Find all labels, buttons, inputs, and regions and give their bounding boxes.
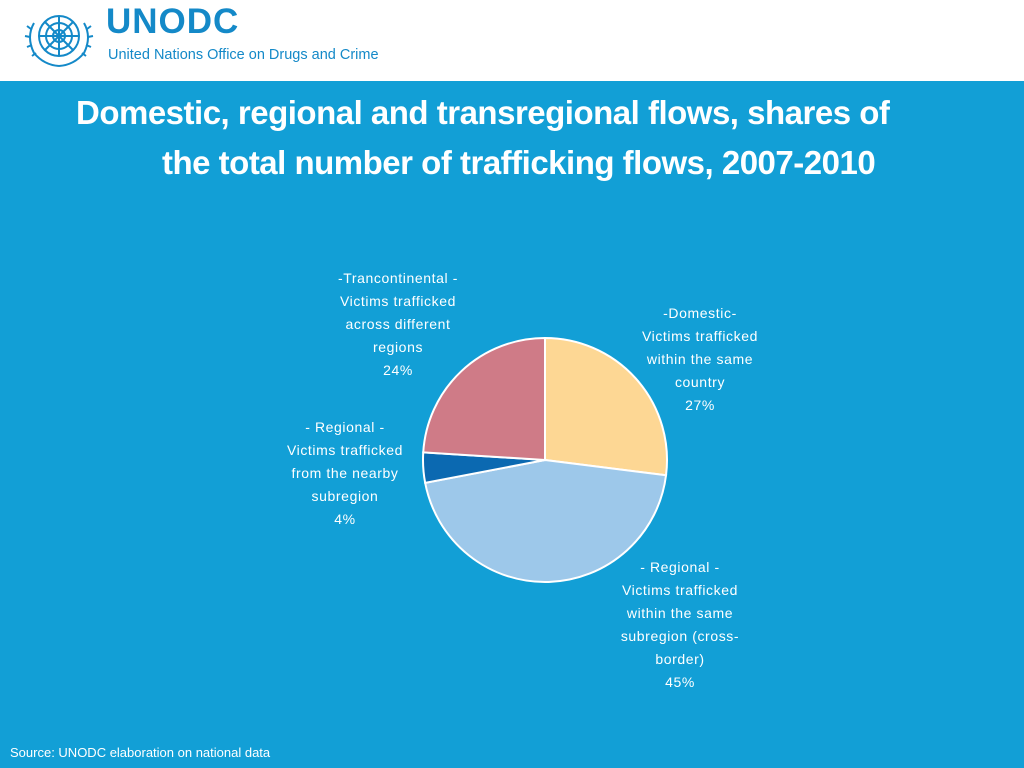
slice-value-label: 24% (383, 362, 413, 378)
slide-title-line-2: the total number of trafficking flows, 2… (162, 144, 876, 181)
slice-label-line: subregion (cross- (620, 628, 740, 644)
slice-label-line: across different (345, 316, 451, 332)
slice-value-label: 45% (665, 674, 695, 690)
un-emblem-icon (24, 15, 94, 67)
slice-label-line: - Regional - (640, 559, 720, 575)
source-note: Source: UNODC elaboration on national da… (10, 745, 271, 760)
slide-title-line-1: Domestic, regional and transregional flo… (76, 94, 890, 131)
slice-label-line: within the same (626, 605, 734, 621)
slice-value-label: 4% (334, 511, 356, 527)
slice-label-line: Victims trafficked (621, 582, 739, 598)
org-name: UNODC (106, 2, 240, 41)
slice-label-line: Victims trafficked (286, 442, 404, 458)
slice-label-line: border) (655, 651, 705, 667)
slice-label-line: country (674, 374, 726, 390)
slice-label-transcontinental: -Trancontinental - Victims trafficked acro… (298, 267, 498, 382)
slice-label-line: -Domestic- (663, 305, 737, 321)
slice-label-regional-nearby-subregion: - Regional - Victims trafficked from the n… (245, 416, 445, 531)
slice-label-line: - Regional - (305, 419, 385, 435)
slice-label-regional-same-subregion: - Regional - Victims trafficked within the… (580, 556, 780, 694)
org-subtitle: United Nations Office on Drugs and Crime (108, 47, 379, 63)
slice-label-line: regions (372, 339, 424, 355)
slice-domestic (544, 336, 668, 477)
slice-value-label: 27% (685, 397, 715, 413)
slice-regional-same-subregion (423, 458, 668, 583)
slice-label-domestic: -Domestic- Victims trafficked within the s… (600, 302, 800, 417)
slice-label-line: subregion (311, 488, 379, 504)
slice-label-line: within the same (646, 351, 754, 367)
slide-title: Domestic, regional and transregional flo… (60, 88, 990, 188)
slice-transcontinental (422, 336, 546, 462)
slice-label-line: from the nearby (291, 465, 399, 481)
slice-label-line: Victims trafficked (641, 328, 759, 344)
slice-label-line: Victims trafficked (339, 293, 457, 309)
header: UNODC United Nations Office on Drugs and… (0, 0, 1024, 81)
slice-label-line: -Trancontinental - (338, 270, 458, 286)
